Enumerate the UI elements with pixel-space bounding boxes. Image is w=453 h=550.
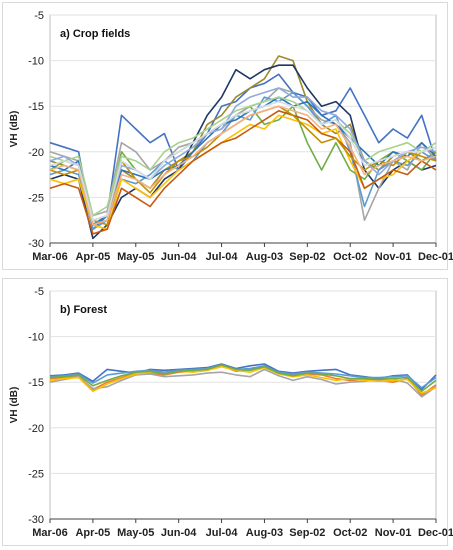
- crop-x-tick-label: Nov-01: [375, 251, 412, 263]
- crop-series-line: [49, 96, 437, 217]
- crop-series-line: [49, 87, 437, 221]
- crop-y-tick-label: -15: [28, 101, 44, 113]
- forest-x-tick-label: Nov-01: [375, 527, 412, 539]
- forest-x-tick-label: Aug-03: [246, 527, 283, 539]
- forest-y-tick-label: -15: [28, 377, 44, 389]
- crop-x-tick-label: Sep-02: [289, 251, 325, 263]
- crop-title: a) Crop fields: [60, 28, 130, 40]
- forest-series-line: [49, 365, 437, 394]
- forest-title: b) Forest: [60, 304, 107, 316]
- crop-y-tick-label: -20: [28, 147, 44, 159]
- forest-y-axis-label: VH (dB): [9, 387, 20, 424]
- crop-x-tick-label: Jul-04: [206, 251, 239, 263]
- crop-y-tick-label: -30: [28, 238, 44, 250]
- crop-series-line: [49, 100, 437, 221]
- crop-x-tick-label: Jun-04: [161, 251, 197, 263]
- forest-panel: -5 -10 -15 -20 -25 -30 Mar-06 Apr-05 May-05 Jun-0…: [2, 278, 453, 546]
- forest-y-tick-label: -10: [28, 332, 44, 344]
- crop-y-tick-label: -25: [28, 192, 44, 204]
- forest-x-tick-label: Jun-04: [161, 527, 197, 539]
- forest-x-tick-label: Oct-02: [333, 527, 367, 539]
- forest-series-line: [49, 364, 437, 389]
- crop-y-tick-label: -10: [28, 56, 44, 68]
- forest-y-tick-label: -5: [34, 286, 44, 298]
- forest-y-tick-label: -30: [28, 514, 44, 526]
- crop-x-tick-label: Mar-06: [32, 251, 67, 263]
- crop-y-axis-label: VH (dB): [9, 111, 20, 148]
- forest-x-tick-label: Sep-02: [289, 527, 325, 539]
- forest-x-tick-label: Dec-01: [418, 527, 453, 539]
- forest-x-tick-label: May-05: [117, 527, 154, 539]
- forest-x-tick-label: Apr-05: [75, 527, 110, 539]
- forest-y-tick-label: -25: [28, 468, 44, 480]
- crop-series-line: [49, 73, 437, 231]
- crop-x-tick-label: Aug-03: [246, 251, 283, 263]
- crop-x-tick-label: Dec-01: [418, 251, 453, 263]
- crop-series-line: [49, 105, 437, 226]
- crop-x-tick-label: May-05: [117, 251, 154, 263]
- forest-y-tick-label: -20: [28, 423, 44, 435]
- forest-x-tick-label: Mar-06: [32, 527, 67, 539]
- forest-x-tick-label: Jul-04: [206, 527, 239, 539]
- crop-fields-panel: -5 -10 -15 -20 -25 -30 Mar-06 Apr-05 May-05 Jun-0…: [2, 2, 453, 270]
- crop-x-tick-label: Oct-02: [333, 251, 367, 263]
- crop-y-tick-label: -5: [34, 10, 44, 22]
- crop-series-line: [49, 110, 437, 235]
- crop-x-tick-label: Apr-05: [75, 251, 110, 263]
- forest-series-line: [49, 364, 437, 393]
- forest-plot-area: [49, 290, 437, 520]
